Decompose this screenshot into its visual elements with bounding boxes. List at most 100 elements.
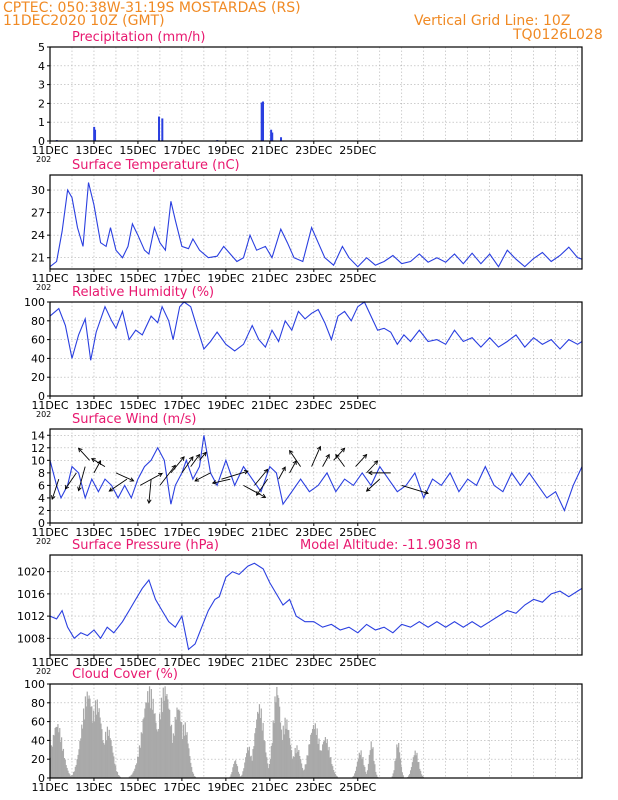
cloud-bar: [336, 776, 338, 778]
x-tick-label: 19DEC: [207, 272, 244, 285]
y-tick-label: 24: [31, 229, 45, 242]
x-tick-label: 15DEC: [119, 399, 156, 412]
cloud-bar: [330, 757, 332, 778]
y-tick-label: 4: [38, 60, 45, 73]
cloud-bar: [278, 697, 280, 778]
wind-arrow-head: [340, 447, 346, 453]
y-tick-label: 2: [38, 504, 45, 517]
wind-arrow: [78, 448, 90, 461]
cloud-bar: [189, 756, 191, 778]
x-tick-label: 21DEC: [251, 399, 288, 412]
cloud-bar: [173, 735, 175, 778]
wind-arrow: [366, 478, 381, 492]
x-tick-label: 15DEC: [119, 781, 156, 794]
cloud-bar: [240, 775, 242, 778]
cloud-bar: [325, 743, 327, 778]
wind-arrow-head: [243, 469, 249, 475]
wind-arrow-head: [362, 453, 368, 459]
wind-arrow-head: [202, 451, 207, 457]
cloud-bar: [75, 764, 77, 778]
y-tick-label: 80: [31, 315, 45, 328]
cloud-bar: [178, 709, 180, 778]
cloud-bar: [65, 765, 67, 778]
precip-bar: [94, 129, 97, 141]
y-tick-label: 27: [31, 207, 45, 220]
wind-arrow-head: [281, 466, 286, 472]
y-tick-label: 1008: [17, 632, 45, 645]
cloud-bar: [361, 758, 363, 778]
panel-2: 0 20 40 60 80 100 11DEC 13DEC 15DEC 17DEC 19DEC 21D…: [24, 285, 583, 419]
cloud-bar: [71, 774, 74, 778]
y-tick-label: 100: [24, 296, 45, 309]
precip-bar: [262, 101, 264, 141]
cloud-bar: [420, 770, 422, 778]
cloud-bar: [391, 776, 393, 778]
cloud-bar: [283, 734, 285, 778]
wind-arrow: [366, 460, 378, 474]
panel-title: Surface Temperature (nC): [72, 158, 240, 173]
cloud-bar: [132, 772, 134, 778]
x-tick-label: 23DEC: [295, 526, 332, 539]
x-tick-label: 23DEC: [295, 781, 332, 794]
cloud-bar: [161, 712, 163, 778]
cloud-bar: [335, 775, 338, 778]
wind-arrow: [256, 478, 269, 496]
cloud-bar: [418, 761, 420, 778]
cloud-bar: [393, 770, 395, 778]
x-tick-label: 21DEC: [251, 656, 288, 669]
cloud-bar: [164, 686, 166, 778]
cloud-bar: [185, 735, 187, 778]
cloud-bar: [398, 742, 400, 778]
wind-arrow: [212, 478, 231, 484]
x-tick-label: 19DEC: [207, 399, 244, 412]
cloud-bar: [128, 776, 130, 778]
cloud-bar: [329, 757, 331, 778]
y-tick-label: 14: [31, 429, 45, 442]
x-tick-label: 11DEC: [31, 399, 68, 412]
wind-arrow-head: [373, 460, 379, 465]
cloud-bar: [363, 765, 365, 778]
cloud-bar: [89, 698, 91, 778]
cloud-bar: [60, 741, 62, 778]
cloud-bar: [323, 740, 326, 778]
cloud-bar: [159, 719, 162, 778]
cloud-bar: [327, 750, 329, 778]
cloud-bar: [88, 695, 90, 778]
cloud-bar: [286, 719, 288, 778]
cloud-bar: [76, 759, 78, 778]
cloud-bar: [306, 755, 308, 778]
cloud-bar: [145, 702, 147, 778]
cloud-bar: [162, 687, 164, 778]
cloud-bar: [72, 772, 75, 778]
cloud-bar: [269, 759, 272, 778]
wind-arrow-head: [289, 449, 294, 455]
cloud-bar: [359, 754, 361, 778]
cloud-bar: [292, 756, 294, 778]
cloud-bar: [175, 719, 177, 778]
cloud-bar: [409, 773, 411, 778]
wind-arrow: [91, 458, 106, 467]
cloud-bar: [109, 738, 111, 778]
wind-arrow-head: [158, 472, 163, 478]
cloud-bar: [79, 741, 81, 778]
y-tick-label: 30: [31, 184, 45, 197]
cloud-bar: [417, 762, 419, 778]
cloud-bar: [276, 686, 278, 778]
cloud-bar: [138, 745, 141, 778]
cloud-bar: [153, 713, 155, 778]
cloud-bar: [308, 744, 310, 778]
cloud-bar: [114, 763, 116, 778]
cloud-bar: [275, 702, 277, 778]
wind-arrow-head: [194, 477, 200, 482]
cloud-bar: [180, 721, 182, 778]
wind-arrow-head: [108, 487, 114, 492]
cloud-bar: [183, 735, 185, 778]
precip-bar: [271, 132, 274, 141]
cloud-bar: [182, 724, 185, 778]
cloud-bar: [332, 766, 334, 778]
cloud-bar: [96, 699, 98, 778]
cloud-bar: [367, 763, 370, 778]
cloud-bar: [300, 763, 303, 778]
cloud-bar: [365, 771, 367, 778]
